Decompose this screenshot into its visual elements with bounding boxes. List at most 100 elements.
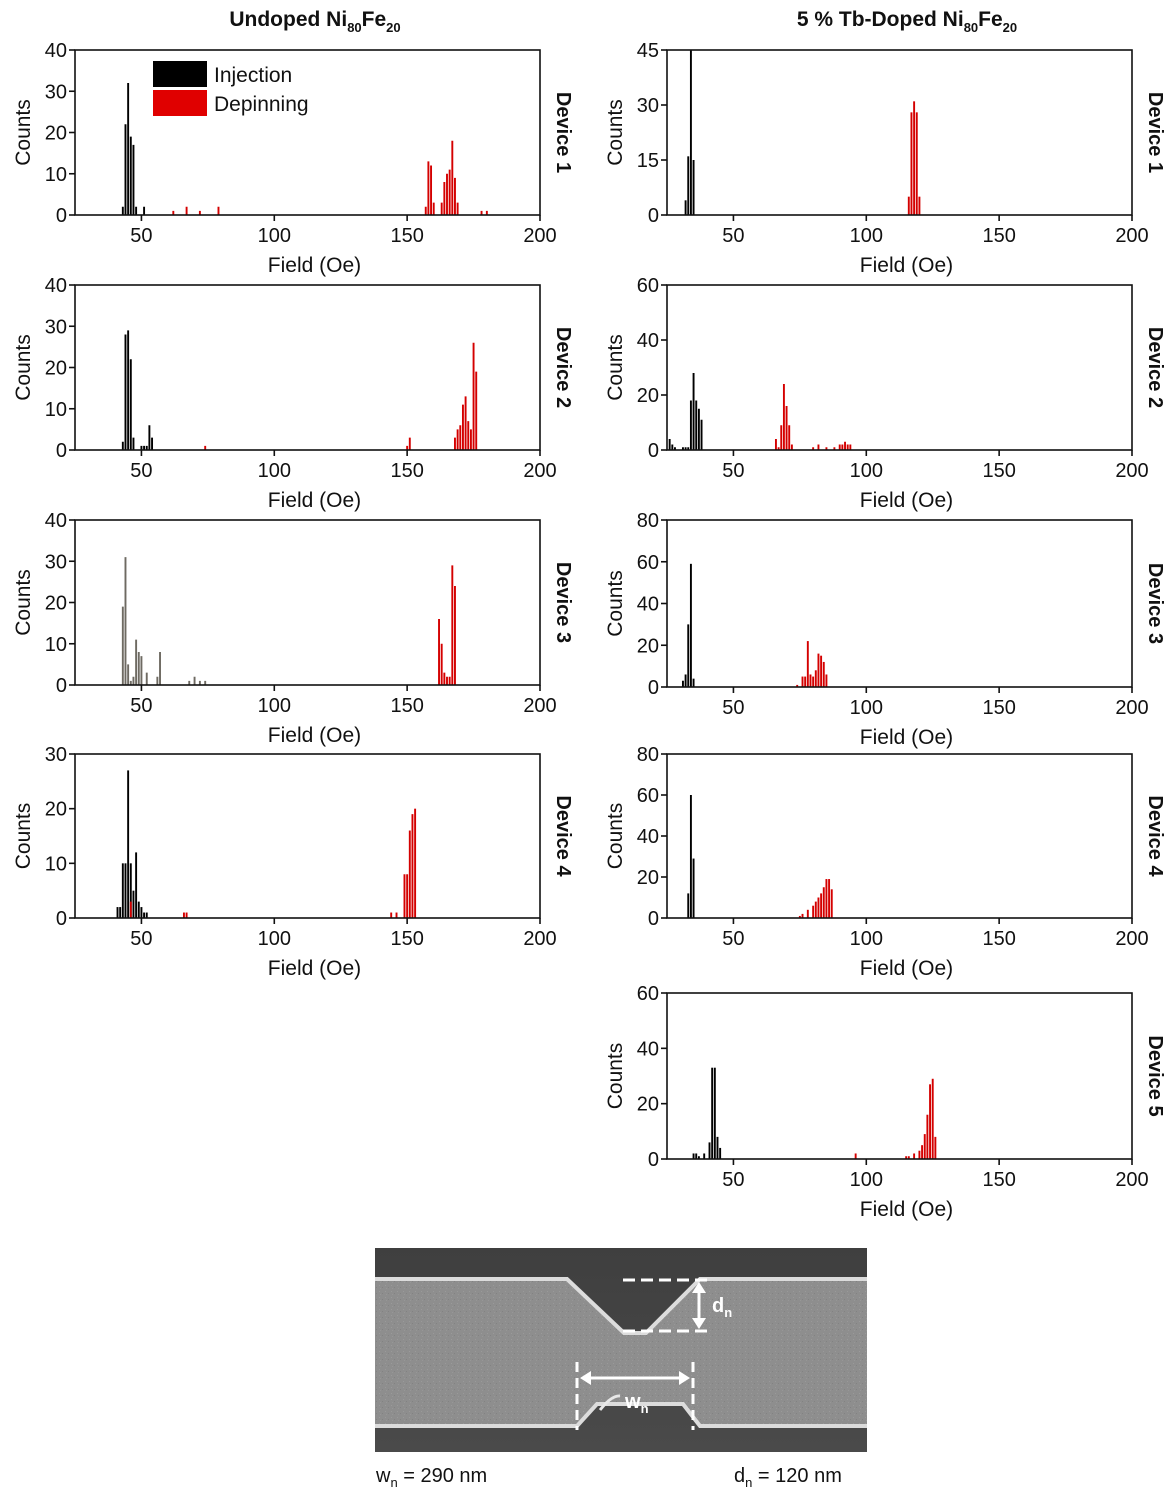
- bar-depinning-180: [485, 210, 488, 216]
- y-axis-label: Counts: [604, 334, 627, 401]
- bar-injection-46: [129, 680, 132, 686]
- bar-depinning-88: [833, 447, 836, 450]
- x-tick-label: 200: [523, 460, 556, 482]
- bar-depinning-82: [817, 653, 820, 687]
- bar-depinning-86: [828, 879, 831, 918]
- y-tick-label: 80: [637, 744, 659, 766]
- bar-injection-48: [135, 639, 138, 686]
- x-tick-label: 200: [523, 695, 556, 717]
- x-tick-label: 50: [130, 928, 152, 950]
- bar-injection-51: [143, 912, 146, 918]
- y-tick-label: 20: [637, 1094, 659, 1116]
- y-tick-label: 30: [45, 551, 67, 573]
- bar-depinning-150: [406, 445, 409, 451]
- bar-depinning-92: [844, 441, 846, 450]
- bar-depinning-164: [443, 182, 446, 215]
- bar-depinning-69: [782, 384, 785, 450]
- y-tick-label: 20: [45, 593, 67, 615]
- x-axis-label: Field (Oe): [268, 254, 361, 277]
- y-tick-label: 80: [637, 510, 659, 532]
- x-tick-label: 50: [722, 928, 744, 950]
- legend: Injection Depinning: [153, 61, 309, 116]
- bar-depinning-144: [390, 912, 393, 918]
- bar-depinning-117: [910, 112, 913, 215]
- bar-injection-44: [124, 863, 127, 918]
- bar-depinning-168: [454, 437, 456, 451]
- bar-injection-35: [692, 678, 695, 687]
- bar-depinning-163: [440, 643, 443, 685]
- bar-depinning-152: [411, 814, 414, 918]
- bar-depinning-85: [825, 674, 828, 687]
- chart-doped-device-4: 50 100 150 200 0 20 40 60 80 Field (Oe) Counts Devi…: [604, 744, 1166, 980]
- bar-injection-32: [684, 200, 687, 215]
- bar-injection-57: [159, 652, 161, 685]
- bar-injection-34: [689, 50, 692, 215]
- x-tick-label: 50: [722, 1169, 744, 1191]
- y-tick-label: 10: [45, 853, 67, 875]
- bar-depinning-68: [780, 425, 783, 450]
- bar-injection-68: [188, 680, 191, 686]
- bar-injection-47: [132, 144, 135, 216]
- bar-depinning-80: [812, 676, 815, 687]
- bar-depinning-72: [198, 210, 201, 216]
- y-tick-label: 45: [637, 40, 659, 62]
- chart-undoped-device-4: 50 100 150 200 0 10 20 30 Field (Oe) Counts Device…: [12, 744, 574, 980]
- bar-injection-35: [692, 160, 695, 215]
- wn-label: wn: [624, 1391, 649, 1416]
- bar-injection-42: [711, 1067, 714, 1159]
- bar-injection-50: [140, 445, 143, 451]
- bar-injection-43: [121, 441, 124, 450]
- bar-depinning-85: [825, 447, 828, 450]
- y-axis-label: Counts: [12, 334, 35, 401]
- bar-depinning-62: [172, 210, 175, 216]
- bar-depinning-119: [915, 112, 918, 215]
- bar-depinning-85: [825, 879, 828, 918]
- bar-injection-33: [687, 447, 690, 450]
- bar-injection-33: [687, 624, 690, 688]
- x-tick-label: 200: [1115, 225, 1148, 247]
- bar-depinning-79: [809, 674, 812, 687]
- bar-depinning-96: [854, 1153, 857, 1159]
- bar-depinning-160: [432, 202, 435, 216]
- bar-depinning-67: [777, 447, 780, 450]
- bar-injection-48: [135, 852, 138, 918]
- chart-undoped-device-3: 50 100 150 200 0 10 20 30 40 Field (Oe) Counts Devi…: [12, 510, 574, 747]
- bar-depinning-157: [424, 206, 427, 215]
- bar-injection-43: [121, 206, 124, 215]
- caption-dn: dn = 120 nm: [734, 1465, 842, 1490]
- bar-injection-35: [692, 1153, 695, 1159]
- y-tick-label: 0: [648, 440, 659, 462]
- bar-depinning-82: [817, 897, 820, 918]
- legend-label-depinning: Depinning: [214, 93, 309, 116]
- bar-depinning-165: [446, 676, 448, 685]
- bar-depinning-82: [817, 444, 820, 450]
- bar-depinning-159: [430, 165, 433, 215]
- bar-depinning-178: [480, 210, 483, 216]
- bar-depinning-75: [798, 915, 801, 918]
- plot-frame: [666, 284, 1133, 451]
- bar-depinning-151: [408, 437, 411, 451]
- bar-injection-44: [716, 1136, 719, 1159]
- bar-depinning-167: [451, 140, 454, 215]
- bar-depinning-150: [406, 874, 409, 918]
- bar-injection-47: [132, 676, 135, 685]
- x-tick-label: 100: [850, 225, 883, 247]
- chart-doped-device-1: 50 100 150 200 0 15 30 45 Field (Oe) Counts Device…: [604, 40, 1166, 277]
- plot-frame: [74, 519, 541, 686]
- bar-depinning-176: [475, 371, 478, 451]
- bar-depinning-125: [931, 1078, 934, 1159]
- y-tick-label: 40: [637, 594, 659, 616]
- y-tick-label: 40: [637, 826, 659, 848]
- y-tick-label: 10: [45, 164, 67, 186]
- x-tick-label: 50: [130, 460, 152, 482]
- bar-injection-38: [700, 419, 703, 450]
- bar-injection-49: [137, 652, 140, 685]
- bar-injection-41: [116, 907, 119, 918]
- x-tick-label: 50: [130, 695, 152, 717]
- device-label: Device 1: [1144, 92, 1166, 173]
- x-tick-label: 50: [722, 460, 744, 482]
- chart-doped-device-5: 50 100 150 200 0 20 40 60 Field (Oe) Counts Device…: [604, 983, 1166, 1221]
- x-axis-label: Field (Oe): [860, 726, 953, 749]
- bar-injection-51: [143, 445, 146, 451]
